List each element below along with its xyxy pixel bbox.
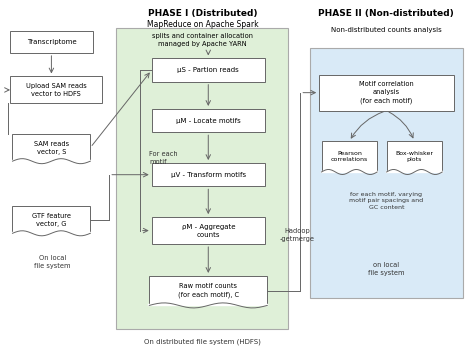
Text: On local
file system: On local file system (34, 255, 71, 269)
FancyBboxPatch shape (10, 31, 93, 53)
Text: μM - Locate motifs: μM - Locate motifs (176, 118, 241, 123)
FancyBboxPatch shape (152, 58, 265, 82)
FancyBboxPatch shape (152, 217, 265, 244)
Text: GTF feature
vector, G: GTF feature vector, G (32, 213, 71, 227)
Text: ρM - Aggregate
counts: ρM - Aggregate counts (182, 224, 235, 237)
FancyBboxPatch shape (152, 163, 265, 186)
Text: Hadoop
-getmerge: Hadoop -getmerge (280, 228, 314, 242)
Text: splits and container allocation
managed by Apache YARN: splits and container allocation managed … (152, 33, 253, 47)
Text: Motif correlation
analysis
(for each motif): Motif correlation analysis (for each mot… (359, 81, 414, 104)
Text: On distributed file system (HDFS): On distributed file system (HDFS) (144, 338, 261, 345)
FancyBboxPatch shape (10, 76, 102, 104)
Text: μV - Transform motifs: μV - Transform motifs (171, 172, 246, 178)
Text: Pearson
correlations: Pearson correlations (331, 151, 368, 163)
Text: Box-whisker
plots: Box-whisker plots (395, 151, 433, 163)
FancyBboxPatch shape (149, 276, 267, 306)
FancyBboxPatch shape (310, 47, 463, 298)
Text: For each
motif: For each motif (149, 151, 178, 165)
FancyBboxPatch shape (116, 28, 289, 329)
FancyBboxPatch shape (319, 75, 454, 111)
Text: PHASE I (Distributed): PHASE I (Distributed) (147, 9, 257, 18)
FancyBboxPatch shape (152, 109, 265, 132)
Text: Non-distributed counts analysis: Non-distributed counts analysis (331, 26, 442, 33)
FancyBboxPatch shape (321, 141, 377, 172)
FancyBboxPatch shape (387, 141, 442, 172)
Text: MapReduce on Apache Spark: MapReduce on Apache Spark (146, 20, 258, 29)
Text: for each motif, varying
motif pair spacings and
GC content: for each motif, varying motif pair spaci… (349, 192, 423, 210)
Text: μS - Partion reads: μS - Partion reads (177, 67, 239, 73)
Text: Transcriptome: Transcriptome (27, 39, 76, 45)
Text: Upload SAM reads
vector to HDFS: Upload SAM reads vector to HDFS (26, 83, 86, 97)
Text: SAM reads
vector, S: SAM reads vector, S (34, 141, 69, 155)
Text: Raw motif counts
(for each motif), C: Raw motif counts (for each motif), C (178, 283, 239, 298)
Text: on local
file system: on local file system (368, 262, 405, 276)
FancyBboxPatch shape (12, 206, 91, 233)
FancyBboxPatch shape (12, 134, 91, 161)
Text: PHASE II (Non-distributed): PHASE II (Non-distributed) (319, 9, 454, 18)
